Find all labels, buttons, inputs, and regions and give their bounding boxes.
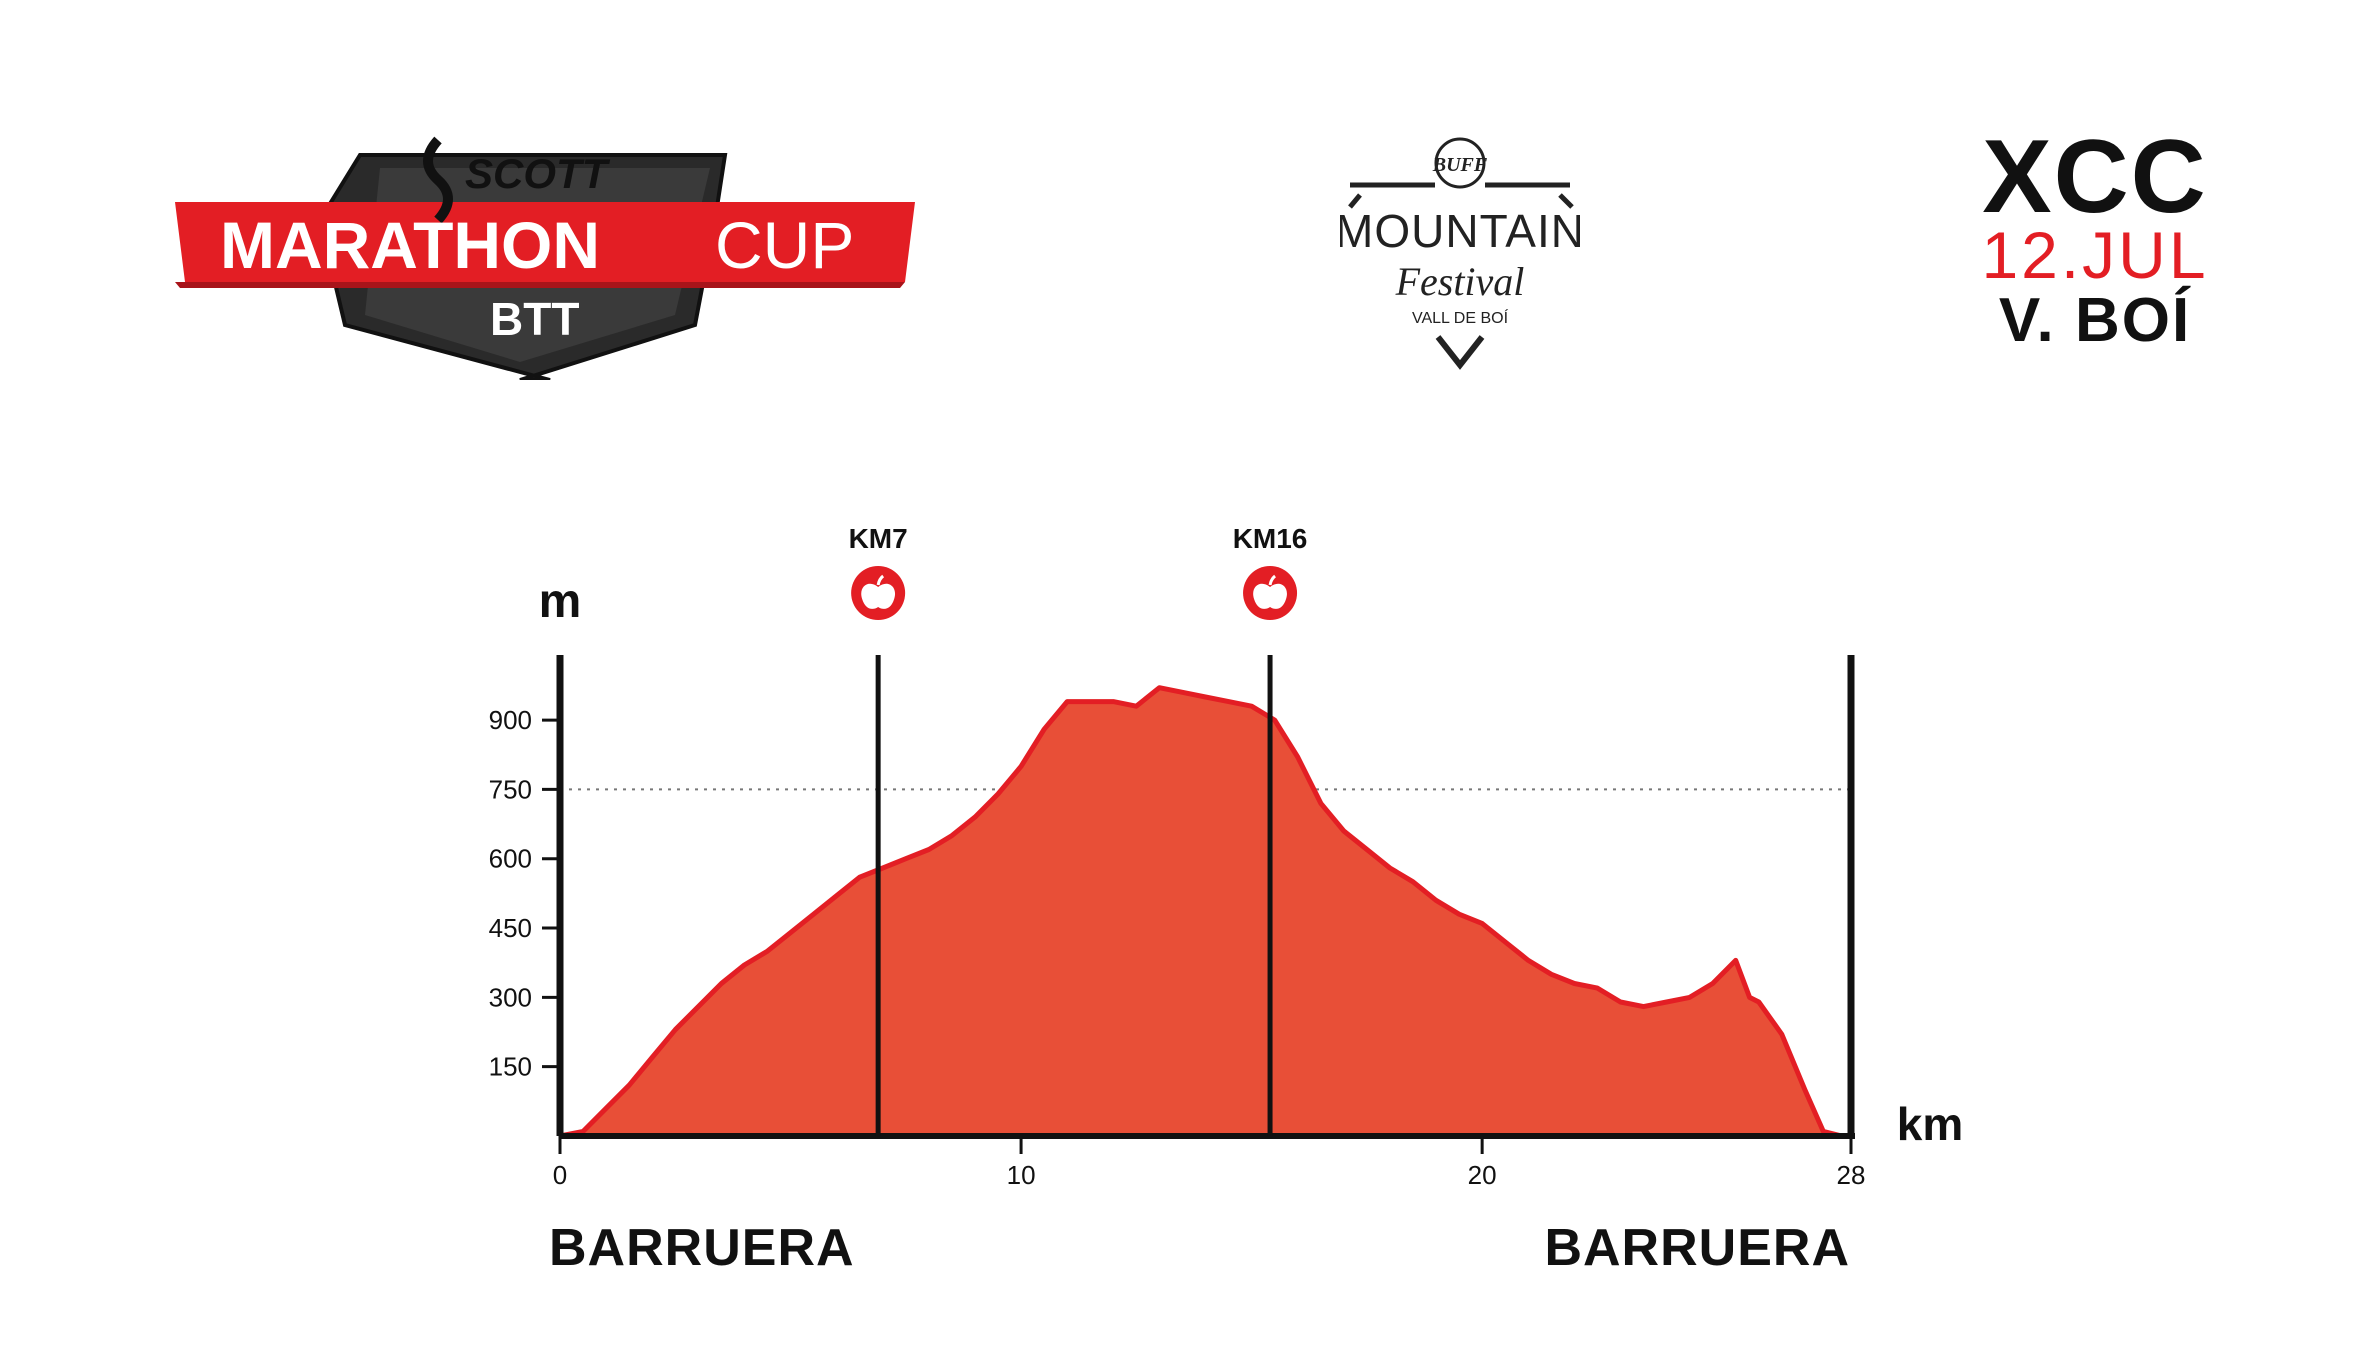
logo-line3: BTT <box>490 293 579 345</box>
logo-valley: VALL DE BOÍ <box>1412 308 1509 327</box>
y-tick-label: 150 <box>489 1052 532 1082</box>
x-tick-label: 28 <box>1837 1160 1866 1190</box>
y-tick-label: 300 <box>489 982 532 1012</box>
buff-mountain-festival-logo: BUFF MOUNTAIN Festival VALL DE BOÍ <box>1340 137 1580 370</box>
apple-icon-stem <box>876 574 885 586</box>
y-tick-label: 450 <box>489 913 532 943</box>
y-axis-label: m <box>539 575 582 628</box>
logo-brand: SCOTT <box>465 150 611 197</box>
apple-icon-stem <box>1268 574 1277 586</box>
logo-badge: BUFF <box>1432 154 1488 176</box>
aid-station-label: KM7 <box>849 523 908 554</box>
logo-line1: MARATHON <box>220 208 600 282</box>
elevation-area <box>560 687 1851 1136</box>
logo-line2: CUP <box>715 208 854 282</box>
logo-mountain: MOUNTAIN <box>1340 205 1580 257</box>
aid-station-label: KM16 <box>1233 523 1308 554</box>
y-tick-label: 600 <box>489 844 532 874</box>
scott-mark-icon <box>423 136 453 224</box>
scott-marathon-cup-logo: SCOTT MARATHON CUP BTT <box>175 136 915 380</box>
start-town-label: BARRUERA <box>549 1219 855 1277</box>
apple-icon <box>851 566 906 620</box>
end-town-label: BARRUERA <box>1544 1219 1850 1277</box>
apple-icon-body <box>1253 583 1287 609</box>
x-tick-label: 10 <box>1007 1160 1036 1190</box>
elevation-line <box>559 685 1851 1139</box>
event-date: 12.JUL <box>1981 218 2209 292</box>
y-tick-label: 750 <box>489 774 532 804</box>
logo-festival: Festival <box>1395 259 1525 304</box>
event-place: V. BOÍ <box>1998 286 2192 355</box>
x-tick-label: 0 <box>553 1160 567 1190</box>
x-tick-label: 20 <box>1468 1160 1497 1190</box>
y-tick-label: 900 <box>489 705 532 735</box>
apple-icon <box>1243 566 1298 620</box>
x-axis-label: km <box>1897 1098 1963 1150</box>
apple-icon-body <box>861 583 896 609</box>
event-code: XCC <box>1982 119 2208 235</box>
